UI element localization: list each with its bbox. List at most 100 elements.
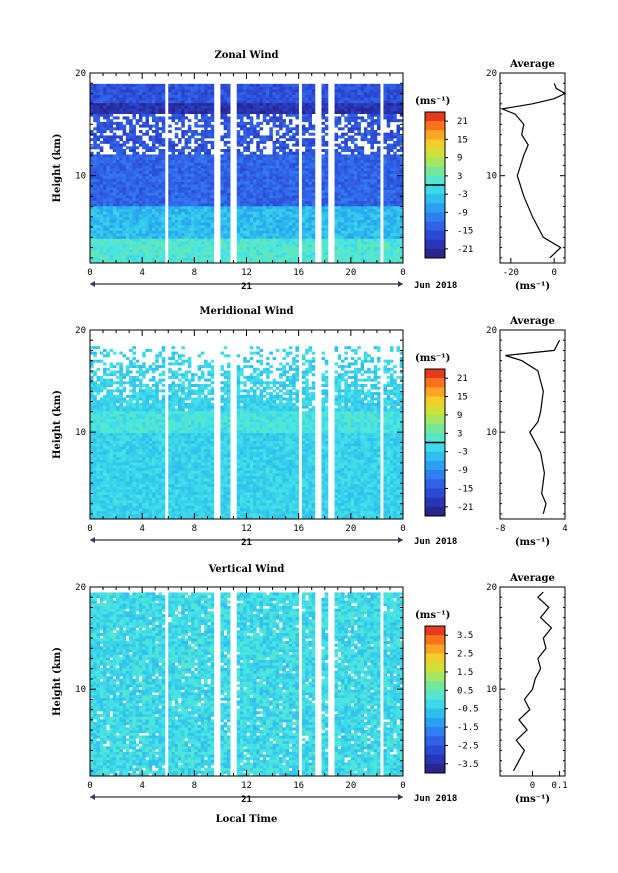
heatmap-cell	[256, 203, 260, 207]
heatmap-cell	[305, 100, 309, 104]
heatmap-cell	[350, 159, 355, 163]
heatmap-cell	[96, 192, 101, 196]
heatmap-cell	[288, 225, 293, 229]
heatmap-cell	[357, 165, 361, 169]
heatmap-cell	[184, 176, 189, 180]
heatmap-cell	[389, 227, 394, 231]
heatmap-cell	[360, 208, 365, 212]
heatmap-cell	[210, 159, 215, 163]
heatmap-cell	[324, 189, 329, 193]
heatmap-cell	[305, 159, 309, 163]
heatmap-cell	[184, 140, 189, 144]
heatmap-cell	[305, 143, 309, 147]
heatmap-cell	[305, 244, 309, 248]
heatmap-cell	[109, 235, 114, 239]
heatmap-cell	[184, 116, 189, 120]
heatmap-cell	[269, 216, 273, 220]
heatmap-cell	[122, 92, 127, 96]
heatmap-cell	[181, 89, 185, 93]
heatmap-cell	[262, 100, 267, 104]
heatmap-cell	[295, 233, 299, 237]
heatmap-cell	[106, 189, 110, 193]
heatmap-cell	[266, 233, 270, 237]
heatmap-cell	[226, 102, 231, 106]
heatmap-cell	[350, 92, 355, 96]
heatmap-cell	[367, 157, 371, 161]
heatmap-cell	[184, 235, 189, 239]
heatmap-cell	[210, 132, 215, 136]
heatmap-cell	[389, 138, 394, 142]
heatmap-cell	[191, 235, 195, 239]
heatmap-cell	[249, 208, 254, 212]
heatmap-cell	[308, 86, 313, 90]
heatmap-cell	[106, 181, 110, 185]
heatmap-cell	[347, 83, 352, 87]
heatmap-cell	[148, 260, 153, 264]
heatmap-cell	[279, 168, 283, 172]
heatmap-cell	[344, 189, 348, 193]
heatmap-cell	[344, 203, 348, 207]
heatmap-cell	[210, 124, 215, 128]
heatmap-cell	[155, 222, 159, 226]
heatmap-cell	[337, 154, 342, 158]
heatmap-cell	[334, 168, 339, 172]
heatmap-cell	[138, 225, 143, 229]
heatmap-cell	[135, 189, 140, 193]
heatmap-cell	[266, 113, 270, 117]
heatmap-cell	[350, 225, 355, 229]
heatmap-cell	[197, 219, 202, 223]
heatmap-cell	[282, 246, 286, 250]
heatmap-cell	[197, 176, 202, 180]
heatmap-cell	[341, 113, 345, 117]
heatmap-cell	[125, 249, 130, 253]
heatmap-cell	[194, 92, 198, 96]
heatmap-cell	[220, 159, 224, 163]
heatmap-cell	[357, 162, 361, 166]
heatmap-cell	[226, 162, 231, 166]
heatmap-cell	[334, 100, 339, 104]
heatmap-cell	[129, 254, 133, 258]
heatmap-cell	[122, 214, 127, 218]
heatmap-cell	[393, 249, 397, 253]
heatmap-cell	[259, 192, 264, 196]
heatmap-cell	[112, 146, 117, 150]
heatmap-cell	[350, 181, 355, 185]
heatmap-cell	[187, 86, 192, 90]
heatmap-cell	[125, 111, 130, 115]
heatmap-cell	[357, 108, 361, 112]
heatmap-cell	[305, 111, 309, 115]
heatmap-cell	[93, 165, 97, 169]
heatmap-cell	[285, 189, 290, 193]
heatmap-cell	[360, 241, 365, 245]
heatmap-cell	[187, 238, 192, 242]
heatmap-cell	[292, 187, 296, 191]
heatmap-cell	[135, 178, 140, 182]
heatmap-cell	[174, 170, 179, 174]
heatmap-cell	[256, 206, 260, 210]
heatmap-cell	[344, 252, 348, 256]
heatmap-cell	[344, 197, 348, 201]
heatmap-cell	[376, 260, 381, 264]
heatmap-cell	[259, 254, 264, 258]
heatmap-cell	[321, 168, 326, 172]
heatmap-cell	[226, 238, 231, 242]
heatmap-cell	[246, 181, 251, 185]
heatmap-cell	[308, 154, 313, 158]
heatmap-cell	[354, 244, 358, 248]
heatmap-cell	[103, 189, 107, 193]
heatmap-cell	[106, 203, 110, 207]
heatmap-cell	[93, 233, 97, 237]
heatmap-cell	[367, 189, 371, 193]
heatmap-cell	[347, 121, 352, 125]
heatmap-cell	[376, 149, 381, 153]
heatmap-cell	[376, 168, 381, 172]
heatmap-cell	[376, 154, 381, 158]
heatmap-cell	[168, 260, 172, 264]
heatmap-cell	[288, 241, 293, 245]
heatmap-cell	[269, 181, 273, 185]
heatmap-cell	[158, 149, 163, 153]
heatmap-cell	[161, 230, 166, 234]
heatmap-cell	[354, 184, 358, 188]
heatmap-cell	[311, 222, 316, 226]
heatmap-cell	[383, 176, 387, 180]
